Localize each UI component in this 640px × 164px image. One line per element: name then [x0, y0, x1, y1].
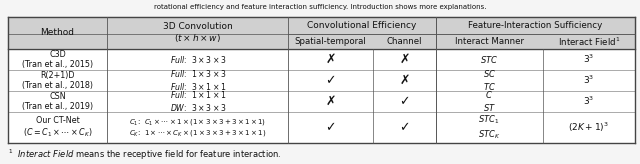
Text: ✓: ✓	[325, 74, 336, 87]
Text: $\mathit{STC}_1$
$\mathit{STC}_K$: $\mathit{STC}_1$ $\mathit{STC}_K$	[478, 114, 500, 141]
Text: Spatial-temporal: Spatial-temporal	[294, 37, 366, 46]
Text: $3^3$: $3^3$	[583, 95, 595, 107]
Text: R(2+1)D
(Tran et al., 2018): R(2+1)D (Tran et al., 2018)	[22, 71, 93, 90]
Text: ✓: ✓	[399, 121, 410, 134]
Text: ✗: ✗	[399, 74, 410, 87]
Text: ✗: ✗	[399, 53, 410, 66]
Text: $C_1$:  $C_1\times\cdots\times1\times(1\times3\times3+3\times1\times1)$
$C_K$:  : $C_1$: $C_1\times\cdots\times1\times(1\t…	[129, 117, 266, 138]
Text: Channel: Channel	[387, 37, 422, 46]
Text: $\mathit{SC}$
$\mathit{TC}$: $\mathit{SC}$ $\mathit{TC}$	[483, 68, 496, 92]
Text: $\mathit{C}$
$\mathit{ST}$: $\mathit{C}$ $\mathit{ST}$	[483, 89, 495, 113]
Text: $3^3$: $3^3$	[583, 74, 595, 86]
Text: $\mathit{STC}$: $\mathit{STC}$	[480, 54, 499, 65]
Polygon shape	[8, 49, 635, 143]
Text: CSN
(Tran et al., 2019): CSN (Tran et al., 2019)	[22, 92, 93, 111]
Text: $\mathit{Full}$:  $1\times1\times1$
$\mathit{DW}$:  $3\times3\times3$: $\mathit{Full}$: $1\times1\times1$ $\mat…	[170, 89, 226, 113]
Text: rotational efficiency and feature interaction sufficiency. Introduction shows mo: rotational efficiency and feature intera…	[154, 4, 486, 10]
Text: Interact Field$^1$: Interact Field$^1$	[557, 35, 620, 48]
Text: ✓: ✓	[325, 121, 336, 134]
Text: ✗: ✗	[325, 53, 336, 66]
Text: $3^3$: $3^3$	[583, 53, 595, 65]
Text: Convolutional Efficiency: Convolutional Efficiency	[307, 21, 417, 30]
Text: Our CT-Net
$(C=C_1\times\cdots\times C_K)$: Our CT-Net $(C=C_1\times\cdots\times C_K…	[23, 116, 92, 139]
Text: Method: Method	[40, 29, 74, 38]
Text: Interact Manner: Interact Manner	[454, 37, 524, 46]
Text: Feature-Interaction Sufficiency: Feature-Interaction Sufficiency	[468, 21, 602, 30]
Text: ✓: ✓	[399, 95, 410, 108]
Text: 3D Convolution
$(t \times h \times w)$: 3D Convolution $(t \times h \times w)$	[163, 22, 232, 44]
Text: ✗: ✗	[325, 95, 336, 108]
Text: $\mathit{Full}$:  $3\times3\times3$: $\mathit{Full}$: $3\times3\times3$	[170, 54, 226, 65]
Text: C3D
(Tran et al., 2015): C3D (Tran et al., 2015)	[22, 50, 93, 69]
Text: $^1$  $\mathit{Interact\ Field}$ means the receptive field for feature interacti: $^1$ $\mathit{Interact\ Field}$ means th…	[8, 148, 281, 162]
Text: $\mathit{Full}$:  $1\times3\times3$
$\mathit{Full}$:  $3\times1\times1$: $\mathit{Full}$: $1\times3\times3$ $\mat…	[170, 68, 226, 92]
Text: $(2K+1)^3$: $(2K+1)^3$	[568, 121, 609, 134]
Polygon shape	[8, 17, 635, 49]
